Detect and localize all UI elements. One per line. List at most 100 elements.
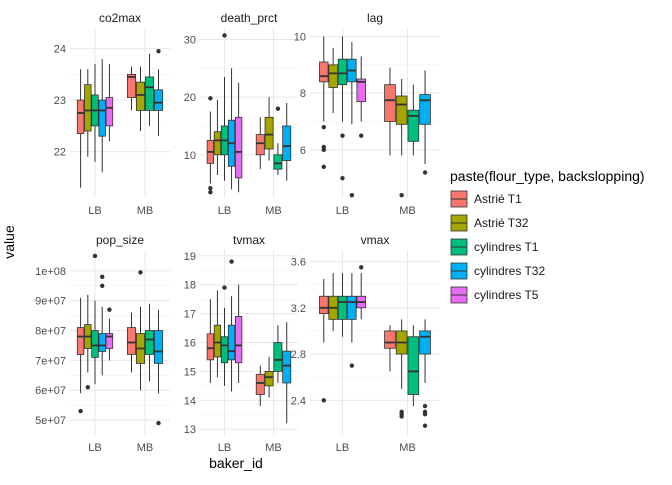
y-tick-label: 10 — [294, 32, 306, 44]
box-iqr — [282, 125, 292, 161]
box-iqr — [384, 330, 396, 349]
outlier-point — [399, 414, 404, 419]
box-iqr — [395, 95, 408, 125]
box-cylindres-t32 — [282, 322, 292, 424]
box-cylindres-t1 — [220, 285, 229, 386]
box-astrié-t1 — [76, 297, 85, 414]
box-astrié-t32 — [84, 69, 92, 157]
outlier-point — [340, 133, 345, 138]
box-astrié-t32 — [395, 79, 408, 198]
x-tick-label: MB — [265, 442, 282, 454]
box-iqr — [213, 131, 222, 156]
x-tick-label: MB — [137, 205, 154, 217]
facet-title: lag — [367, 11, 383, 25]
box-astrié-t1 — [319, 36, 329, 170]
y-tick-label: 13 — [184, 424, 196, 436]
x-tick-label: LB — [336, 442, 349, 454]
box-iqr — [407, 109, 420, 142]
box-iqr — [213, 324, 222, 358]
outlier-point — [222, 33, 227, 38]
outlier-point — [422, 403, 428, 409]
outlier-point — [85, 385, 91, 390]
outlier-point — [208, 186, 213, 191]
box-cylindres-t5 — [234, 82, 243, 193]
box-cylindres-t1 — [407, 84, 420, 156]
box-iqr — [234, 316, 243, 364]
box-cylindres-t32 — [98, 58, 106, 173]
y-tick-label: 6 — [300, 145, 306, 157]
legend-label: cylindres T32 — [474, 264, 545, 278]
facet-panel-co2max: co2max 22 23 24 LB MB — [54, 11, 170, 217]
outlier-point — [156, 420, 161, 426]
box-cylindres-t5 — [356, 56, 366, 138]
outlier-point — [208, 190, 213, 195]
outlier-point — [138, 270, 143, 275]
box-astrié-t1 — [255, 117, 265, 170]
box-iqr — [220, 336, 229, 364]
legend-item-astrié-t32: Astrié T32 — [450, 214, 529, 232]
box-cylindres-t32 — [153, 48, 164, 137]
outlier-point — [399, 192, 404, 198]
box-iqr — [319, 295, 329, 314]
outlier-point — [208, 96, 213, 101]
box-iqr — [98, 333, 106, 352]
y-tick-label: 5e+07 — [35, 415, 66, 427]
outlier-point — [78, 408, 83, 414]
y-tick-label: 30 — [184, 35, 196, 47]
facet-panel-tvmax: tvmax 13 14 15 16 17 18 19 LB MB — [184, 233, 298, 454]
box-cylindres-t5 — [105, 64, 114, 142]
box-cylindres-t1 — [407, 325, 420, 407]
facet-panels: co2max 22 23 24 LB MB death_prct 10 20 30 LB MB lag 6… — [35, 11, 440, 454]
box-cylindres-t1 — [144, 303, 155, 382]
box-iqr — [264, 371, 274, 387]
box-astrié-t32 — [213, 290, 222, 378]
box-astrié-t32 — [135, 270, 146, 391]
facet-title: vmax — [361, 233, 390, 247]
box-iqr — [105, 333, 114, 349]
box-iqr — [273, 342, 283, 372]
outlier-point — [340, 175, 345, 181]
box-cylindres-t1 — [144, 53, 155, 126]
y-tick-label: 2.8 — [291, 349, 306, 361]
box-cylindres-t32 — [227, 259, 236, 392]
facet-panel-lag: lag 6 8 10 LB MB — [294, 11, 440, 217]
box-iqr — [153, 330, 164, 364]
box-astrié-t32 — [84, 294, 92, 390]
outlier-point — [222, 285, 227, 290]
x-tick-label: LB — [336, 205, 349, 217]
x-tick-label: LB — [218, 205, 231, 217]
legend-title: paste(flour_type, backslopping) — [450, 168, 645, 184]
legend-item-cylindres-t32: cylindres T32 — [450, 262, 545, 280]
box-iqr — [153, 89, 164, 111]
outlier-point — [321, 398, 326, 403]
outlier-point — [359, 265, 364, 270]
box-iqr — [135, 81, 146, 111]
box-cylindres-t1 — [91, 253, 99, 385]
box-iqr — [206, 333, 215, 361]
outlier-point — [229, 259, 234, 264]
legend: paste(flour_type, backslopping) Astrié T… — [450, 168, 645, 304]
y-tick-label: 1e+08 — [35, 266, 66, 278]
outlier-point — [321, 124, 326, 130]
box-cylindres-t5 — [356, 265, 366, 320]
y-tick-label: 24 — [54, 44, 66, 56]
y-tick-label: 3.6 — [291, 257, 306, 269]
box-astrié-t32 — [264, 356, 274, 398]
outlier-point — [422, 170, 428, 175]
y-tick-label: 8 — [300, 88, 306, 100]
legend-item-astrié-t1: Astrié T1 — [450, 190, 522, 208]
box-cylindres-t1 — [273, 325, 283, 383]
legend-label: Astrié T32 — [474, 216, 529, 230]
y-axis-label: value — [1, 225, 17, 259]
box-astrié-t32 — [213, 100, 222, 175]
box-iqr — [264, 116, 274, 150]
x-tick-label: LB — [88, 205, 101, 217]
box-iqr — [255, 134, 265, 156]
legend-item-cylindres-t5: cylindres T5 — [450, 286, 539, 304]
box-astrié-t1 — [126, 66, 137, 111]
y-tick-label: 23 — [54, 95, 66, 107]
box-iqr — [347, 295, 357, 320]
box-iqr — [337, 58, 348, 86]
